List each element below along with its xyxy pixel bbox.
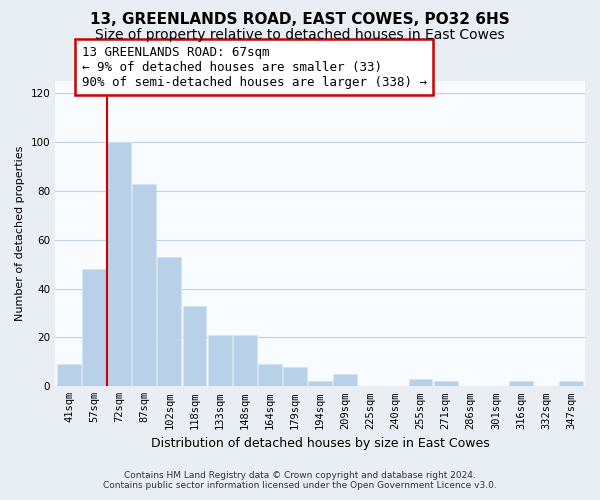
Bar	[333, 374, 357, 386]
X-axis label: Distribution of detached houses by size in East Cowes: Distribution of detached houses by size …	[151, 437, 490, 450]
Text: 13, GREENLANDS ROAD, EAST COWES, PO32 6HS: 13, GREENLANDS ROAD, EAST COWES, PO32 6H…	[90, 12, 510, 28]
Bar	[182, 306, 206, 386]
Bar	[157, 257, 181, 386]
Bar	[258, 364, 282, 386]
Bar	[283, 367, 307, 386]
Text: Contains HM Land Registry data © Crown copyright and database right 2024.
Contai: Contains HM Land Registry data © Crown c…	[103, 470, 497, 490]
Text: 13 GREENLANDS ROAD: 67sqm
← 9% of detached houses are smaller (33)
90% of semi-d: 13 GREENLANDS ROAD: 67sqm ← 9% of detach…	[82, 46, 427, 88]
Bar	[208, 335, 232, 386]
Bar	[233, 335, 257, 386]
Bar	[434, 382, 458, 386]
Bar	[107, 142, 131, 386]
Bar	[409, 379, 433, 386]
Bar	[509, 382, 533, 386]
Bar	[82, 269, 106, 386]
Y-axis label: Number of detached properties: Number of detached properties	[15, 146, 25, 322]
Bar	[308, 382, 332, 386]
Bar	[133, 184, 156, 386]
Text: Size of property relative to detached houses in East Cowes: Size of property relative to detached ho…	[95, 28, 505, 42]
Bar	[559, 382, 583, 386]
Bar	[57, 364, 81, 386]
